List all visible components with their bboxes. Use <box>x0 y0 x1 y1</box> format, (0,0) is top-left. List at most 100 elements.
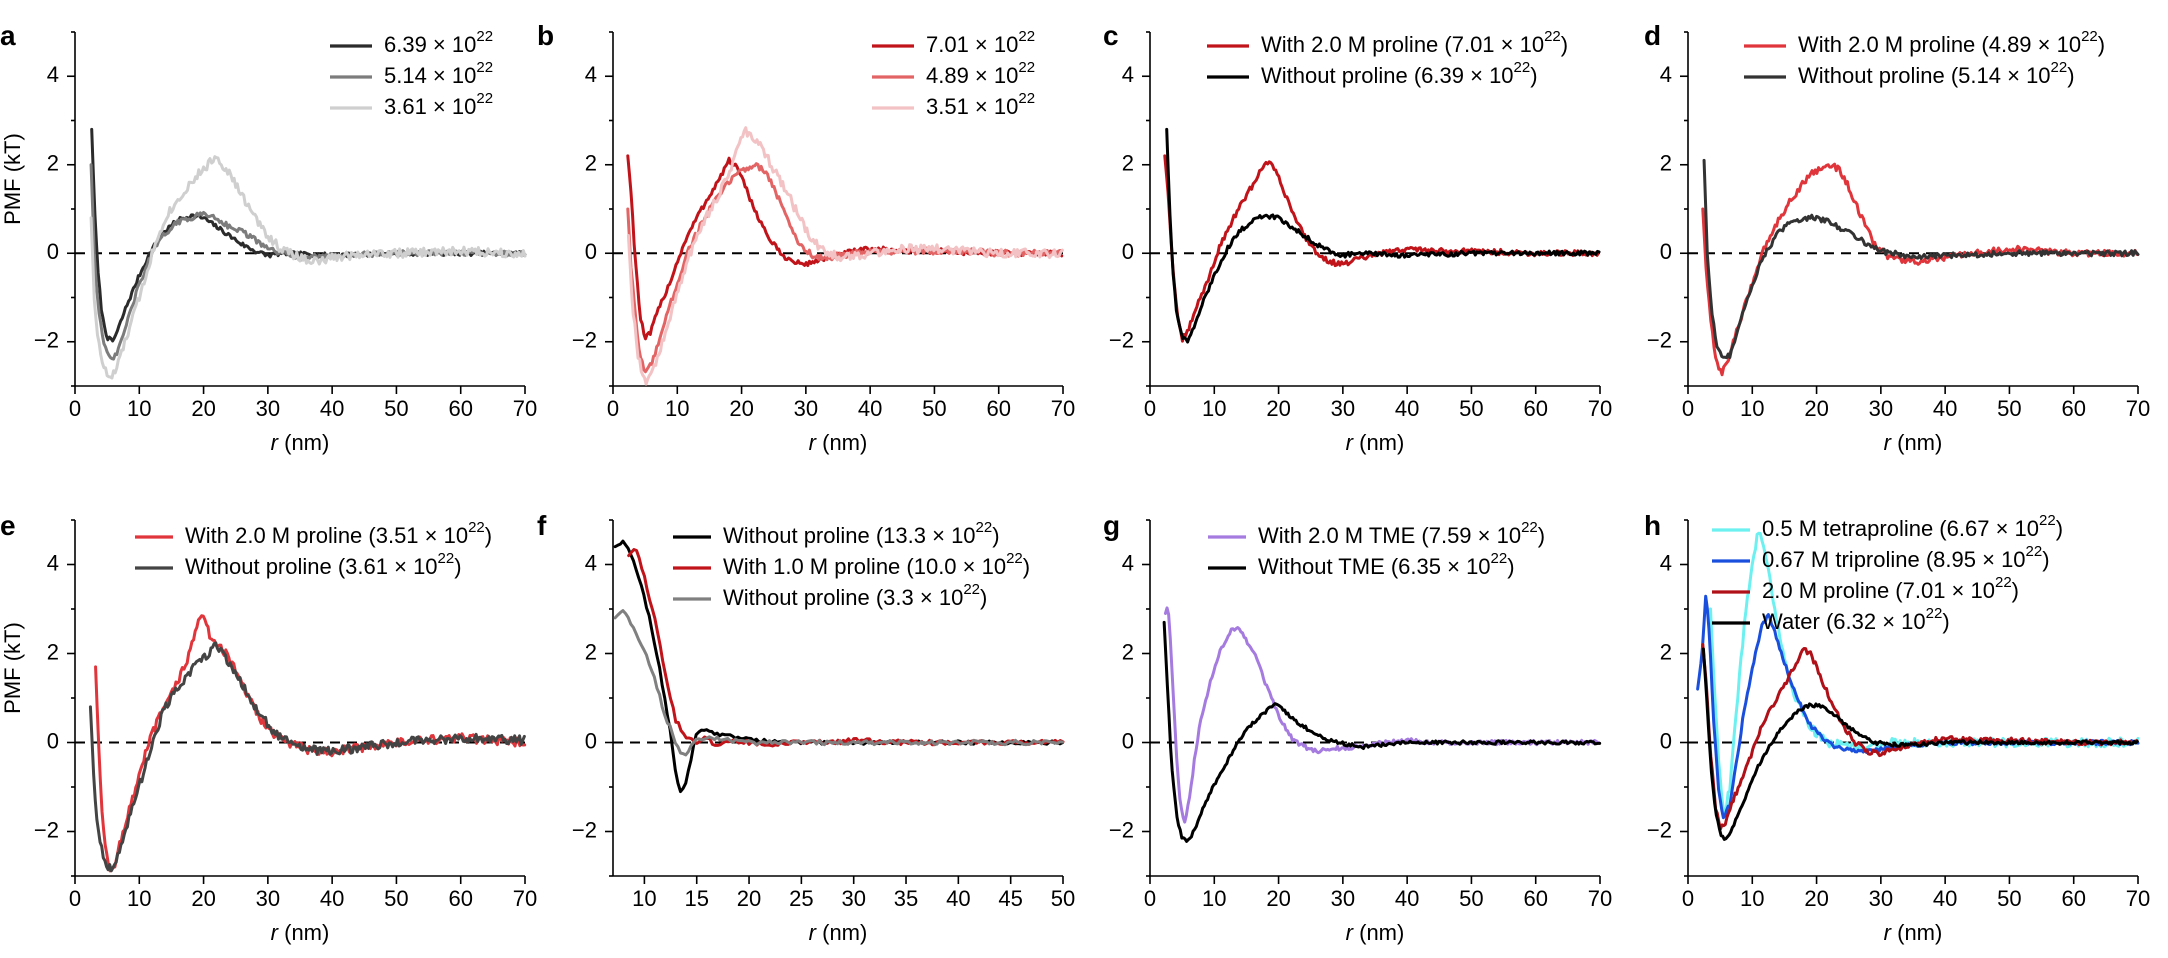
x-tick-label: 40 <box>1395 886 1419 911</box>
x-tick-label: 70 <box>1588 886 1612 911</box>
legend-label: 6.39 × 1022 <box>384 28 493 57</box>
x-tick-label: 25 <box>789 886 813 911</box>
y-axis-title: PMF (kT) <box>0 133 25 225</box>
y-tick-label: 4 <box>1122 550 1134 575</box>
panel-d: d 0 10 20 30 40 50 60 70 −2 0 2 4 r (nm) With 2.0 M pr… <box>1644 20 2150 455</box>
x-tick-label: 30 <box>256 396 280 421</box>
x-tick-label: 60 <box>2061 396 2085 421</box>
legend: With 2.0 M proline (4.89 × 1022)Without … <box>1744 28 2105 88</box>
x-tick-label: 50 <box>1997 886 2021 911</box>
x-tick-label: 10 <box>127 886 151 911</box>
legend: With 2.0 M proline (7.01 × 1022)Without … <box>1207 28 1568 88</box>
y-tick-label: 2 <box>1122 639 1134 664</box>
legend-label: Without proline (13.3 × 1022) <box>723 519 1000 548</box>
panel-f: f 10 15 20 25 30 35 40 45 50 −2 0 2 4 r (nm) Without pr… <box>537 510 1075 945</box>
x-tick-label: 10 <box>1202 886 1226 911</box>
x-tick-label: 10 <box>1740 396 1764 421</box>
panel-e: e 0 10 20 30 40 50 60 70 −2 0 2 4 r (nm) PMF (kT) With … <box>0 510 537 945</box>
x-tick-label: 30 <box>1331 396 1355 421</box>
y-tick-label: 2 <box>1660 639 1672 664</box>
x-tick-label: 30 <box>1331 886 1355 911</box>
x-tick-label: 0 <box>69 886 81 911</box>
legend: With 2.0 M proline (3.51 × 1022)Without … <box>135 519 492 579</box>
y-tick-label: −2 <box>572 817 597 842</box>
y-tick-label: −2 <box>1109 817 1134 842</box>
series-line-1 <box>90 127 526 343</box>
y-tick-label: 4 <box>585 550 597 575</box>
legend-label: With 2.0 M proline (7.01 × 1022) <box>1261 28 1568 57</box>
x-tick-label: 45 <box>998 886 1022 911</box>
x-tick-label: 0 <box>1682 396 1694 421</box>
legend-label: 3.61 × 1022 <box>384 90 493 119</box>
x-tick-label: 40 <box>320 396 344 421</box>
x-tick-label: 35 <box>894 886 918 911</box>
legend: 0.5 M tetraproline (6.67 × 1022)0.67 M t… <box>1712 512 2063 634</box>
y-tick-label: 0 <box>585 728 597 753</box>
x-tick-label: 40 <box>320 886 344 911</box>
y-tick-label: 4 <box>1660 550 1672 575</box>
x-tick-label: 30 <box>794 396 818 421</box>
legend-label: With 2.0 M proline (3.51 × 1022) <box>185 519 492 548</box>
series-line-1 <box>94 614 527 873</box>
panel-h: h 0 10 20 30 40 50 60 70 −2 0 2 4 r (nm) 0.5 M tetrapr… <box>1644 510 2150 945</box>
series-line-1 <box>1709 531 2140 818</box>
y-axis-title: PMF (kT) <box>0 622 25 714</box>
x-tick-label: 70 <box>2126 396 2150 421</box>
x-tick-label: 70 <box>1051 396 1075 421</box>
series-line-3 <box>626 126 1064 386</box>
x-tick-label: 0 <box>1144 396 1156 421</box>
legend-label: Without proline (3.61 × 1022) <box>185 550 462 579</box>
panel-g: g 0 10 20 30 40 50 60 70 −2 0 2 4 r (nm) With 2.0 M TM… <box>1103 510 1612 945</box>
y-tick-label: −2 <box>1647 817 1672 842</box>
x-tick-label: 15 <box>684 886 708 911</box>
x-tick-label: 60 <box>1523 886 1547 911</box>
y-tick-label: −2 <box>34 817 59 842</box>
legend-label: 3.51 × 1022 <box>926 90 1035 119</box>
legend-label: With 2.0 M TME (7.59 × 1022) <box>1258 519 1545 548</box>
x-tick-label: 60 <box>2061 886 2085 911</box>
x-axis-title: r (nm) <box>271 430 330 455</box>
y-tick-label: −2 <box>1647 328 1672 353</box>
x-tick-label: 10 <box>665 396 689 421</box>
legend-label: Without proline (5.14 × 1022) <box>1798 59 2075 88</box>
legend: With 2.0 M TME (7.59 × 1022)Without TME … <box>1208 519 1545 579</box>
x-tick-label: 70 <box>1588 396 1612 421</box>
x-tick-label: 30 <box>1869 886 1893 911</box>
y-tick-label: 0 <box>47 728 59 753</box>
x-tick-label: 60 <box>1523 396 1547 421</box>
x-axis-title: r (nm) <box>1346 920 1405 945</box>
x-tick-label: 70 <box>2126 886 2150 911</box>
legend: Without proline (13.3 × 1022)With 1.0 M … <box>673 519 1030 610</box>
panel-letter: g <box>1103 510 1120 541</box>
x-tick-label: 40 <box>1395 396 1419 421</box>
x-tick-label: 30 <box>256 886 280 911</box>
y-tick-label: 2 <box>1122 151 1134 176</box>
series-line-1 <box>1701 162 2139 377</box>
x-tick-label: 60 <box>448 396 472 421</box>
x-axis-title: r (nm) <box>1884 430 1943 455</box>
x-tick-label: 50 <box>922 396 946 421</box>
panel-letter: b <box>537 20 554 51</box>
x-tick-label: 30 <box>841 886 865 911</box>
y-tick-label: 2 <box>1660 151 1672 176</box>
y-tick-label: 0 <box>585 239 597 264</box>
series-line-2 <box>1702 158 2140 360</box>
panel-c: c 0 10 20 30 40 50 60 70 −2 0 2 4 r (nm) With 2.0 M pr… <box>1103 20 1612 455</box>
x-tick-label: 20 <box>729 396 753 421</box>
legend-label: 0.5 M tetraproline (6.67 × 1022) <box>1762 512 2063 541</box>
legend-label: 7.01 × 1022 <box>926 28 1035 57</box>
x-tick-label: 20 <box>1804 886 1828 911</box>
x-tick-label: 10 <box>632 886 656 911</box>
x-tick-label: 20 <box>737 886 761 911</box>
x-tick-label: 10 <box>1202 396 1226 421</box>
x-tick-label: 10 <box>127 396 151 421</box>
series-line-4 <box>1701 647 2139 841</box>
x-tick-label: 20 <box>1266 886 1290 911</box>
y-tick-label: 2 <box>585 151 597 176</box>
y-tick-label: 0 <box>1660 728 1672 753</box>
x-axis-title: r (nm) <box>271 920 330 945</box>
x-axis-title: r (nm) <box>1884 920 1943 945</box>
x-tick-label: 70 <box>513 886 537 911</box>
